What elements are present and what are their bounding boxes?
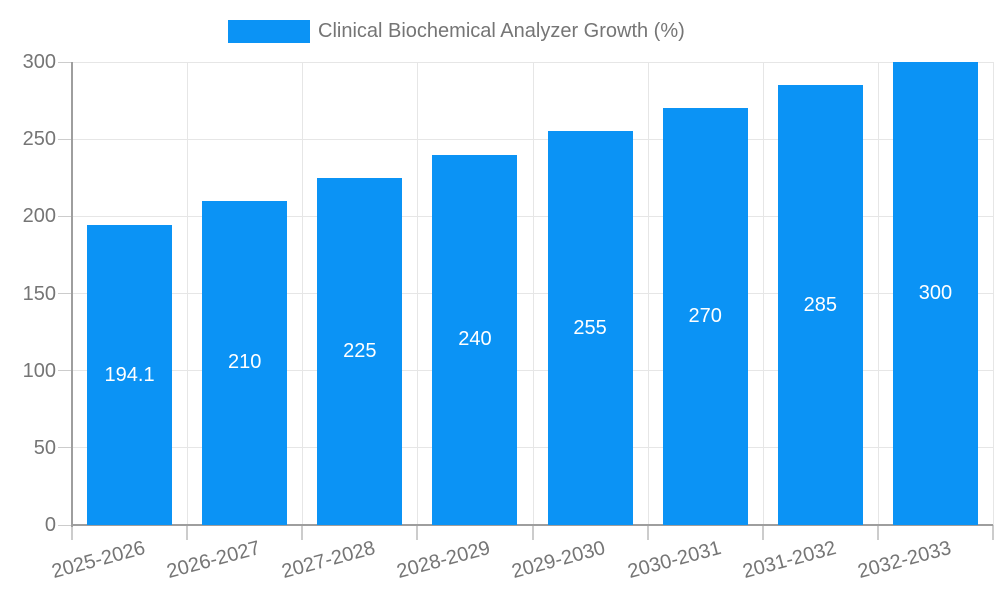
x-tick-mark <box>71 525 73 540</box>
x-axis-tick-label: 2030-2031 <box>625 536 724 583</box>
y-tick-mark <box>58 524 72 526</box>
bar[interactable]: 194.1 <box>87 225 173 525</box>
y-axis-tick-label: 100 <box>22 359 56 382</box>
x-axis-tick-label: 2029-2030 <box>509 536 609 583</box>
y-tick-mark <box>58 447 72 449</box>
x-axis-tick-label: 2027-2028 <box>279 536 378 583</box>
bar-value-label: 270 <box>688 305 722 328</box>
bar-value-label: 240 <box>458 328 492 351</box>
x-axis-tick-label: 2032-2033 <box>855 536 954 583</box>
x-tick-mark <box>301 525 304 540</box>
y-axis-tick-label: 250 <box>22 128 56 151</box>
v-gridline <box>187 62 189 525</box>
bar[interactable]: 270 <box>662 108 748 525</box>
v-gridline <box>993 62 994 525</box>
v-gridline <box>647 62 649 525</box>
bar[interactable]: 225 <box>317 177 403 525</box>
x-axis-tick-label: 2025-2026 <box>49 536 148 583</box>
y-tick-mark <box>58 370 72 372</box>
x-axis-tick-label: 2028-2029 <box>394 536 493 583</box>
bar[interactable]: 285 <box>777 85 863 525</box>
y-axis-tick-label: 150 <box>22 282 56 305</box>
bar-value-label: 300 <box>918 282 953 304</box>
y-axis-tick-label: 0 <box>44 514 56 536</box>
bar-value-label: 210 <box>228 351 262 374</box>
x-axis-tick-label: 2026-2027 <box>164 536 263 583</box>
v-gridline <box>532 62 534 525</box>
bar[interactable]: 255 <box>547 131 633 525</box>
bar[interactable]: 210 <box>202 200 288 525</box>
y-tick-mark <box>58 138 72 140</box>
v-gridline <box>302 62 304 525</box>
y-axis-tick-label: 50 <box>33 436 56 459</box>
bar-value-label: 225 <box>343 339 377 362</box>
y-axis-line <box>71 62 73 527</box>
v-gridline <box>417 62 419 525</box>
y-tick-mark <box>58 61 72 63</box>
x-tick-mark <box>531 525 534 540</box>
y-axis-tick-label: 300 <box>22 51 56 73</box>
v-gridline <box>762 62 764 525</box>
x-tick-mark <box>992 525 994 540</box>
x-tick-mark <box>876 525 879 540</box>
x-axis-tick-label: 2031-2032 <box>740 536 839 583</box>
v-gridline <box>877 62 879 525</box>
bar-value-label: 194.1 <box>104 363 155 386</box>
y-tick-mark <box>58 293 72 294</box>
bar-value-label: 285 <box>803 293 837 316</box>
legend-swatch <box>228 20 310 43</box>
bar[interactable]: 240 <box>432 154 518 525</box>
x-tick-mark <box>646 525 649 540</box>
x-tick-mark <box>186 525 189 540</box>
y-tick-mark <box>58 215 72 217</box>
y-axis-tick-label: 200 <box>22 205 56 228</box>
bar[interactable]: 300 <box>892 62 978 525</box>
x-tick-mark <box>761 525 764 540</box>
legend-label: Clinical Biochemical Analyzer Growth (%) <box>318 20 685 42</box>
x-tick-mark <box>416 525 419 540</box>
bar-value-label: 255 <box>573 316 607 339</box>
x-axis-line <box>72 524 993 526</box>
